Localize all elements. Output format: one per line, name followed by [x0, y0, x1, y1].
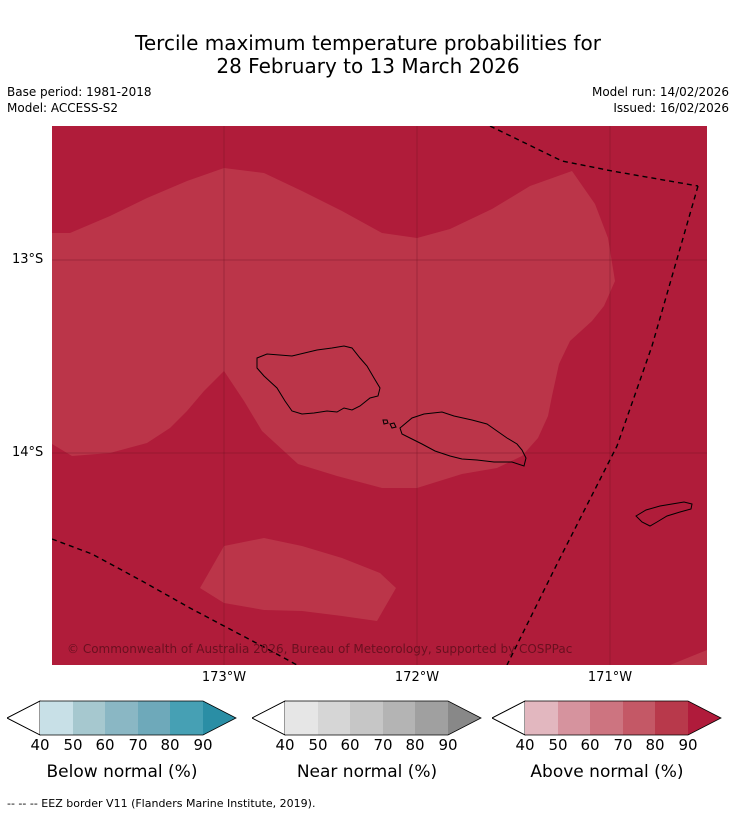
- island-apolima: [389, 422, 397, 429]
- colorbar-near-seg-40: [285, 701, 318, 735]
- prob-region-80-south: [200, 538, 396, 621]
- colorbar-above-seg-60: [590, 701, 623, 735]
- map-title-line1: Tercile maximum temperature probabilitie…: [135, 31, 601, 55]
- tick-label: 40: [515, 736, 535, 754]
- colorbar-above-over: [688, 701, 721, 735]
- colorbar-below: [7, 700, 237, 736]
- island-savaii: [256, 345, 381, 415]
- tick-label: 80: [645, 736, 665, 754]
- tick-label: 70: [373, 736, 393, 754]
- colorbar-above: [492, 700, 722, 736]
- colorbar-above-seg-70: [623, 701, 655, 735]
- colorbar-near-seg-80: [415, 701, 448, 735]
- colorbar-below-seg-60: [105, 701, 138, 735]
- probability-map: [52, 126, 707, 665]
- tick-label: 70: [613, 736, 633, 754]
- meta-right: Model run: 14/02/2026 Issued: 16/02/2026: [592, 84, 729, 116]
- tick-label: 50: [548, 736, 568, 754]
- colorbar-near-seg-70: [383, 701, 415, 735]
- colorbar-above-label: Above normal (%): [530, 762, 684, 782]
- lon-label-172w: 172°W: [394, 670, 440, 685]
- colorbar-near-seg-50: [318, 701, 350, 735]
- colorbar-near: [252, 700, 482, 736]
- island-manono: [382, 419, 389, 425]
- island-tutuila: [635, 501, 693, 527]
- prob-region-80-main: [52, 168, 615, 488]
- lon-label-173w: 173°W: [201, 670, 247, 685]
- lon-label-171w: 171°W: [587, 670, 633, 685]
- colorbar-above-seg-40: [525, 701, 558, 735]
- map-title-line2: 28 February to 13 March 2026: [216, 54, 520, 78]
- prob-region-80-corner: [670, 650, 707, 665]
- eez-borders: [52, 126, 699, 665]
- lat-label-14s: 14°S: [12, 445, 44, 460]
- colorbar-below-seg-40: [40, 701, 73, 735]
- tick-label: 90: [193, 736, 213, 754]
- colorbar-near-seg-60: [350, 701, 383, 735]
- island-upolu: [399, 411, 527, 467]
- tick-label: 50: [308, 736, 328, 754]
- tick-label: 40: [275, 736, 295, 754]
- colorbar-near-under: [252, 700, 286, 736]
- tick-label: 60: [340, 736, 360, 754]
- colorbar-above-seg-50: [558, 701, 590, 735]
- base-period: Base period: 1981-2018: [7, 85, 152, 99]
- eez-footnote: -- -- -- EEZ border V11 (Flanders Marine…: [7, 797, 316, 810]
- issued-date: Issued: 16/02/2026: [613, 101, 729, 115]
- tick-label: 60: [580, 736, 600, 754]
- tick-label: 80: [405, 736, 425, 754]
- colorbar-below-under: [7, 700, 41, 736]
- tick-label: 40: [30, 736, 50, 754]
- tick-label: 90: [438, 736, 458, 754]
- gridlines: [52, 126, 707, 665]
- tick-label: 60: [95, 736, 115, 754]
- tick-label: 50: [63, 736, 83, 754]
- colorbar-below-seg-50: [73, 701, 105, 735]
- colorbar-near-over: [448, 701, 481, 735]
- colorbar-above-seg-80: [655, 701, 688, 735]
- colorbar-below-over: [203, 701, 236, 735]
- tick-label: 80: [160, 736, 180, 754]
- model-name: Model: ACCESS-S2: [7, 101, 119, 115]
- colorbar-near-label: Near normal (%): [296, 762, 438, 782]
- colorbar-below-label: Below normal (%): [46, 762, 198, 782]
- colorbar-below-seg-80: [170, 701, 203, 735]
- copyright-notice: © Commonwealth of Australia 2026, Bureau…: [67, 642, 573, 656]
- colorbar-below-seg-70: [138, 701, 170, 735]
- tick-label: 90: [678, 736, 698, 754]
- colorbar-above-under: [492, 700, 526, 736]
- lat-label-13s: 13°S: [12, 252, 44, 267]
- model-run: Model run: 14/02/2026: [591, 85, 729, 99]
- meta-left: Base period: 1981-2018 Model: ACCESS-S2: [7, 84, 152, 116]
- tick-label: 70: [128, 736, 148, 754]
